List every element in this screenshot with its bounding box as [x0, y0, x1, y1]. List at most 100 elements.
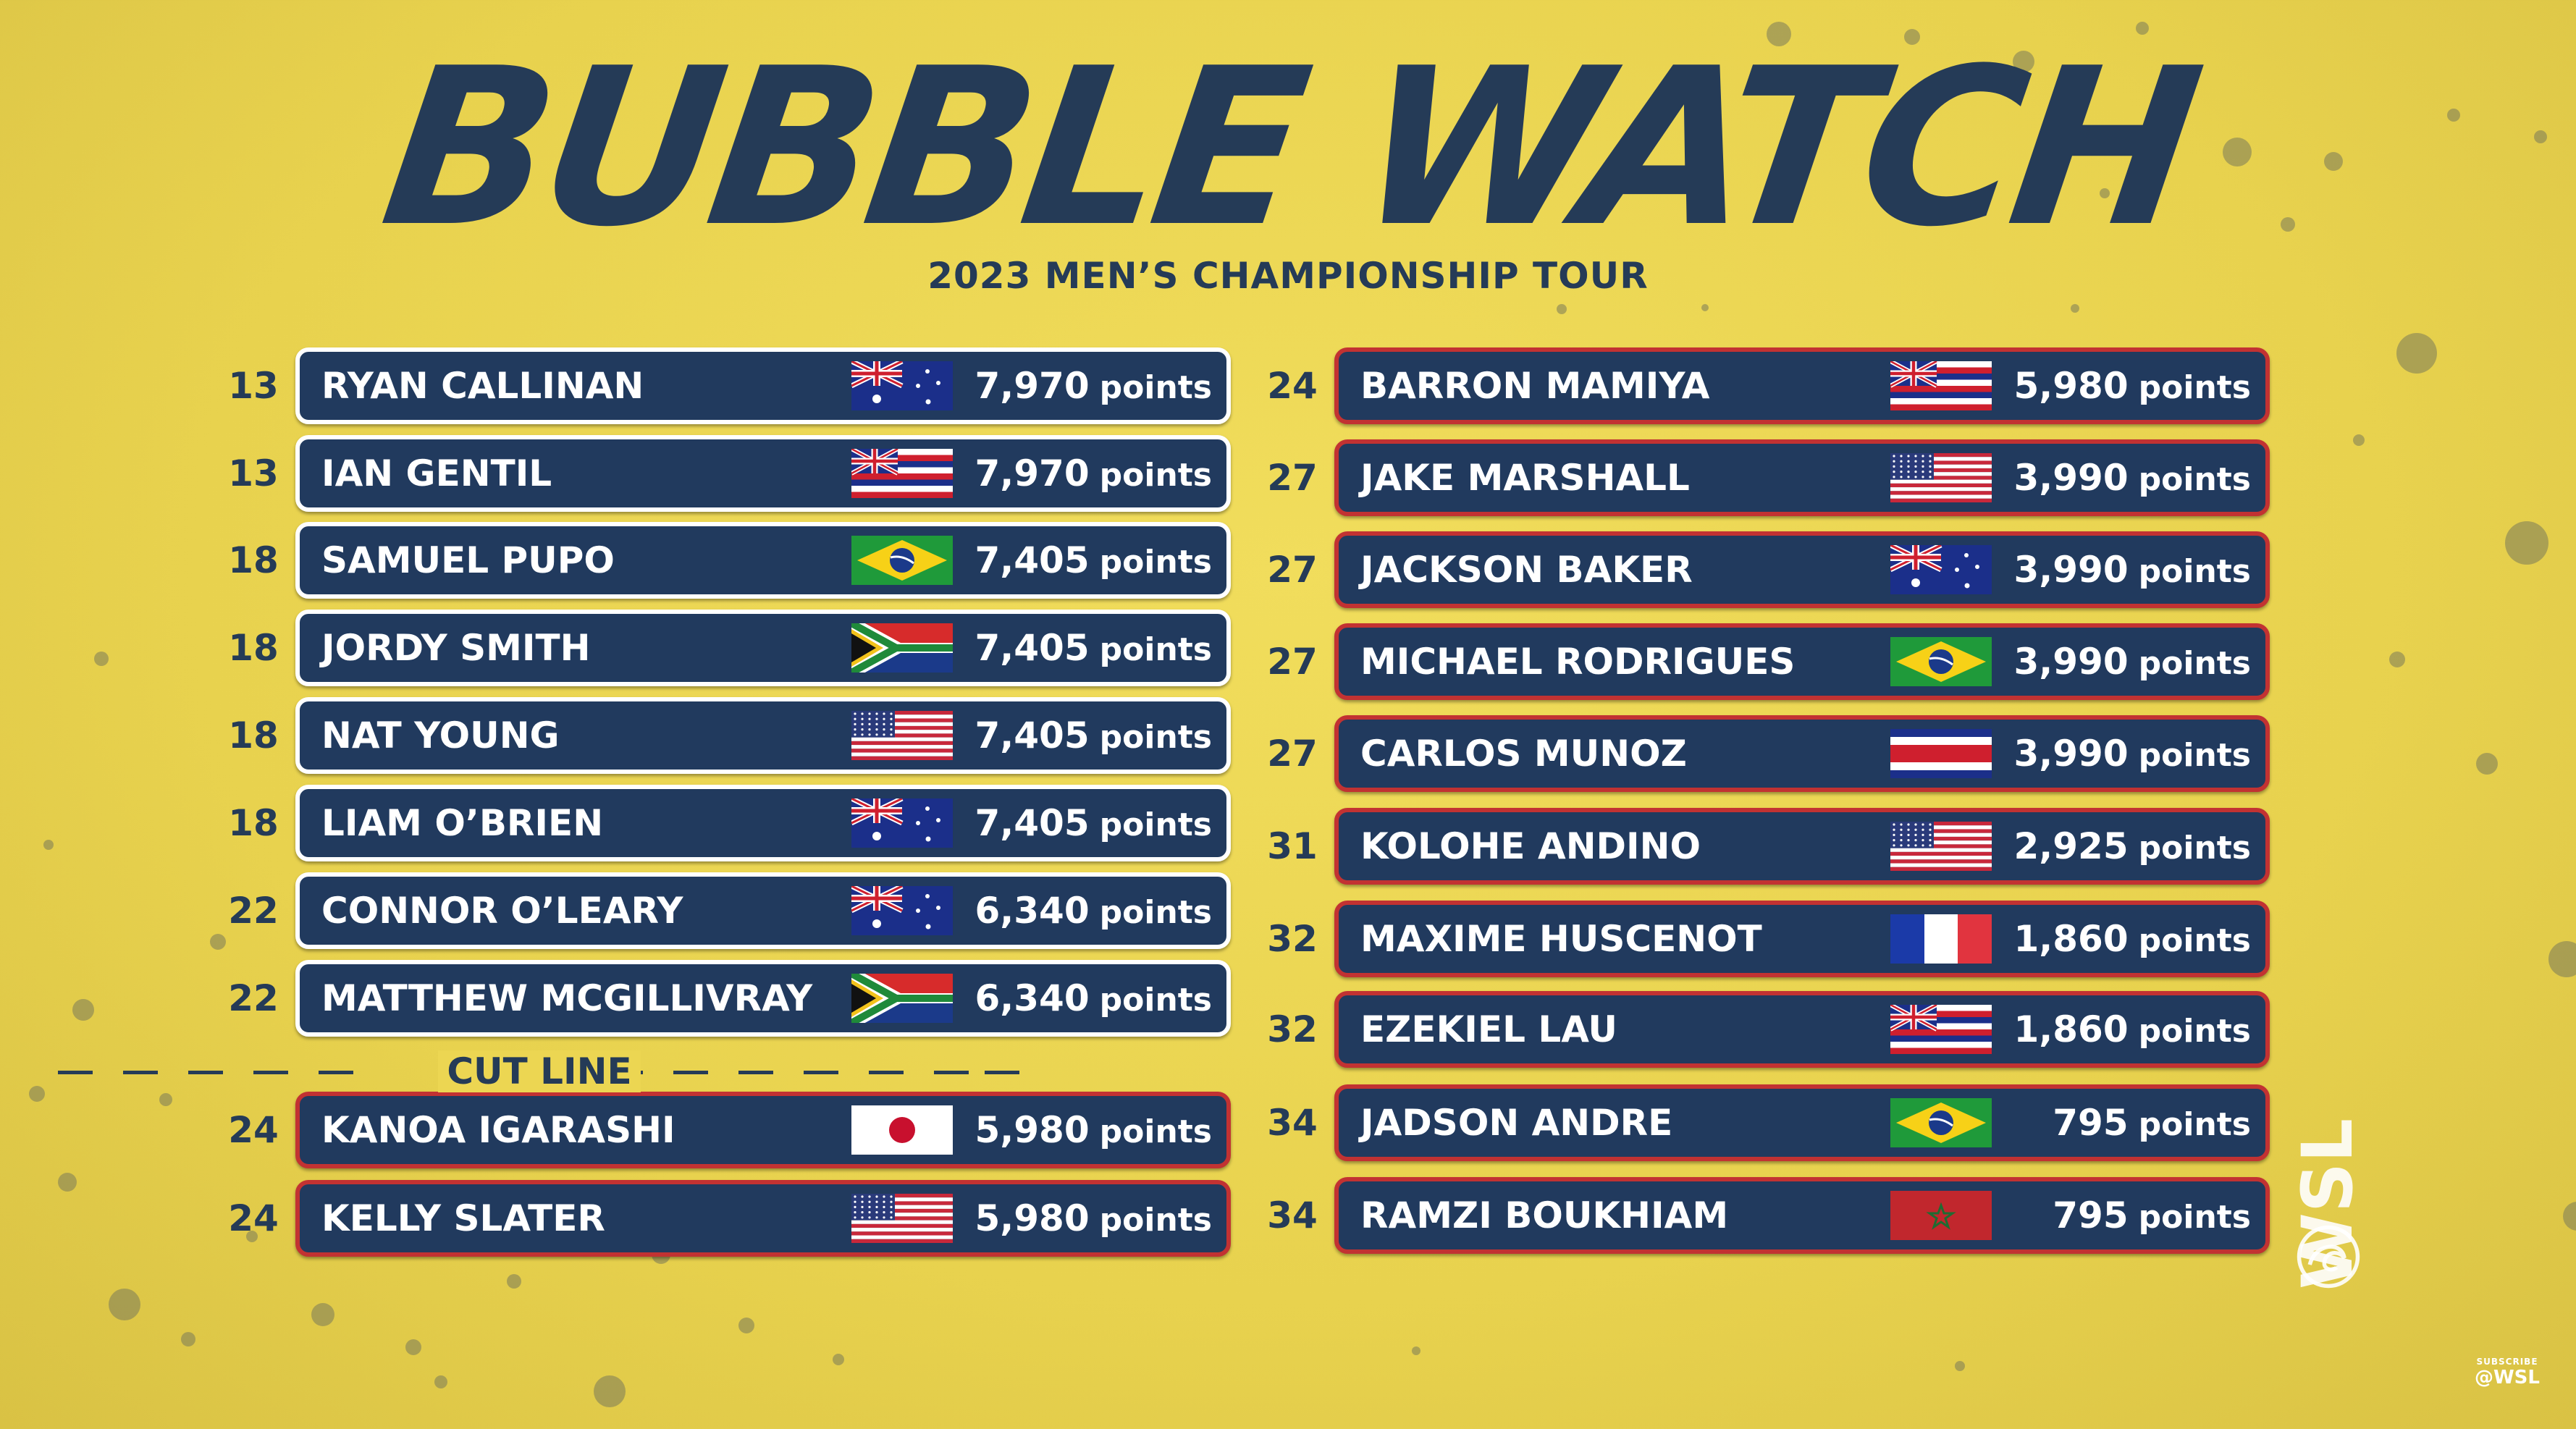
- paint-speck: [94, 652, 109, 666]
- points-display: 3,990 points: [2013, 444, 2251, 512]
- points-display: 3,990 points: [2013, 720, 2251, 788]
- surfer-name: KOLOHE ANDINO: [1360, 825, 1701, 867]
- standings-row: 18 SAMUEL PUPO 7,405 points: [217, 522, 1231, 599]
- points-value: 795: [2053, 1194, 2129, 1236]
- points-unit: points: [2138, 645, 2251, 682]
- points-unit: points: [1099, 1202, 1212, 1239]
- points-unit: points: [1099, 806, 1212, 843]
- points-unit: points: [1099, 631, 1212, 668]
- page-title: BUBBLE WATCH: [370, 22, 2206, 274]
- paint-speck: [405, 1339, 421, 1355]
- surfer-bar: RAMZI BOUKHIAM 795 points: [1334, 1177, 2270, 1254]
- surfer-name: RYAN CALLINAN: [321, 365, 644, 407]
- wsl-wave-icon: [2297, 1225, 2360, 1289]
- surfer-bar: SAMUEL PUPO 7,405 points: [295, 522, 1231, 599]
- points-display: 6,340 points: [975, 877, 1212, 945]
- surfer-bar: EZEKIEL LAU 1,860 points: [1334, 991, 2270, 1068]
- surfer-name: LIAM O’BRIEN: [321, 802, 604, 844]
- paint-speck: [2563, 1202, 2576, 1231]
- points-display: 7,405 points: [975, 789, 1212, 857]
- brazil-flag-icon: [1890, 1098, 1992, 1147]
- rank-number: 18: [228, 627, 279, 669]
- points-value: 7,405: [975, 627, 1090, 669]
- surfer-bar: MICHAEL RODRIGUES 3,990 points: [1334, 623, 2270, 700]
- cut-line-label: CUT LINE: [438, 1050, 641, 1092]
- paint-speck: [2396, 333, 2437, 374]
- paint-speck: [2071, 304, 2079, 313]
- paint-speck: [434, 1375, 447, 1388]
- points-unit: points: [2138, 737, 2251, 774]
- rank-number: 34: [1267, 1102, 1318, 1144]
- cut-line-dash: [869, 1071, 904, 1074]
- points-unit: points: [1099, 369, 1212, 406]
- cut-line-dash: [673, 1071, 708, 1074]
- cut-line-dash: [985, 1071, 1019, 1074]
- rank-number: 13: [228, 452, 279, 494]
- surfer-name: MAXIME HUSCENOT: [1360, 918, 1762, 960]
- standings-row: 22 MATTHEW MCGILLIVRAY 6,340 points: [217, 960, 1231, 1037]
- points-display: 5,980 points: [975, 1096, 1212, 1164]
- points-display: 3,990 points: [2013, 628, 2251, 696]
- standings-row: 31 KOLOHE ANDINO 2,925 points: [1256, 808, 2270, 885]
- points-display: 7,405 points: [975, 614, 1212, 682]
- points-value: 5,980: [975, 1109, 1090, 1151]
- points-value: 7,970: [975, 365, 1090, 407]
- points-unit: points: [2138, 1199, 2251, 1236]
- south-africa-flag-icon: [851, 974, 953, 1023]
- rank-number: 24: [228, 1197, 279, 1239]
- points-value: 5,980: [2013, 365, 2129, 407]
- standings-row: 32 MAXIME HUSCENOT 1,860 points: [1256, 901, 2270, 977]
- standings-row: 24 KELLY SLATER 5,980 points: [217, 1180, 1231, 1257]
- points-unit: points: [1099, 719, 1212, 756]
- france-flag-icon: [1890, 914, 1992, 964]
- points-unit: points: [2138, 461, 2251, 498]
- usa-flag-icon: [851, 711, 953, 760]
- hawaii-flag-icon: [851, 449, 953, 498]
- south-africa-flag-icon: [851, 623, 953, 673]
- standings-row: 34 JADSON ANDRE 795 points: [1256, 1084, 2270, 1161]
- surfer-name: MATTHEW MCGILLIVRAY: [321, 977, 813, 1019]
- standings-row: 13 RYAN CALLINAN 7,970 points: [217, 347, 1231, 424]
- points-display: 795 points: [2053, 1089, 2251, 1157]
- points-value: 2,925: [2013, 825, 2129, 867]
- rank-number: 32: [1267, 1008, 1318, 1050]
- surfer-bar: NAT YOUNG 7,405 points: [295, 697, 1231, 774]
- points-value: 7,405: [975, 539, 1090, 581]
- brazil-flag-icon: [1890, 637, 1992, 686]
- surfer-bar: JADSON ANDRE 795 points: [1334, 1084, 2270, 1161]
- standings-row: 34 RAMZI BOUKHIAM 795 points: [1256, 1177, 2270, 1254]
- subscribe-label: SUBSCRIBE: [2476, 1357, 2538, 1367]
- surfer-bar: JORDY SMITH 7,405 points: [295, 610, 1231, 686]
- cut-line-dash: [123, 1071, 158, 1074]
- paint-speck: [2389, 652, 2405, 667]
- points-unit: points: [2138, 369, 2251, 406]
- paint-speck: [738, 1318, 754, 1333]
- surfer-name: EZEKIEL LAU: [1360, 1008, 1617, 1050]
- rank-number: 22: [228, 977, 279, 1019]
- paint-speck: [181, 1332, 195, 1346]
- surfer-bar: JAKE MARSHALL 3,990 points: [1334, 439, 2270, 516]
- rank-number: 22: [228, 890, 279, 932]
- hawaii-flag-icon: [1890, 361, 1992, 410]
- standings-row: 27 MICHAEL RODRIGUES 3,990 points: [1256, 623, 2270, 700]
- paint-speck: [72, 999, 94, 1021]
- surfer-bar: CARLOS MUNOZ 3,990 points: [1334, 715, 2270, 792]
- points-value: 3,990: [2013, 641, 2129, 683]
- paint-speck: [1955, 1361, 1965, 1371]
- points-value: 3,990: [2013, 733, 2129, 775]
- points-display: 795 points: [2053, 1181, 2251, 1249]
- standings-row: 13 IAN GENTIL 7,970 points: [217, 435, 1231, 512]
- surfer-name: JORDY SMITH: [321, 627, 591, 669]
- rank-number: 18: [228, 802, 279, 844]
- surfer-name: KELLY SLATER: [321, 1197, 605, 1239]
- points-display: 6,340 points: [975, 964, 1212, 1032]
- cut-line-dash: [58, 1071, 93, 1074]
- points-display: 1,860 points: [2013, 995, 2251, 1063]
- subscribe-badge[interactable]: SUBSCRIBE @WSL: [2467, 1357, 2547, 1400]
- paint-speck: [2505, 521, 2548, 565]
- standings-row: 24 KANOA IGARASHI 5,980 points: [217, 1092, 1231, 1168]
- australia-flag-icon: [851, 798, 953, 848]
- rank-number: 24: [1267, 365, 1318, 407]
- cut-line-dash: [934, 1071, 969, 1074]
- surfer-name: CARLOS MUNOZ: [1360, 733, 1687, 775]
